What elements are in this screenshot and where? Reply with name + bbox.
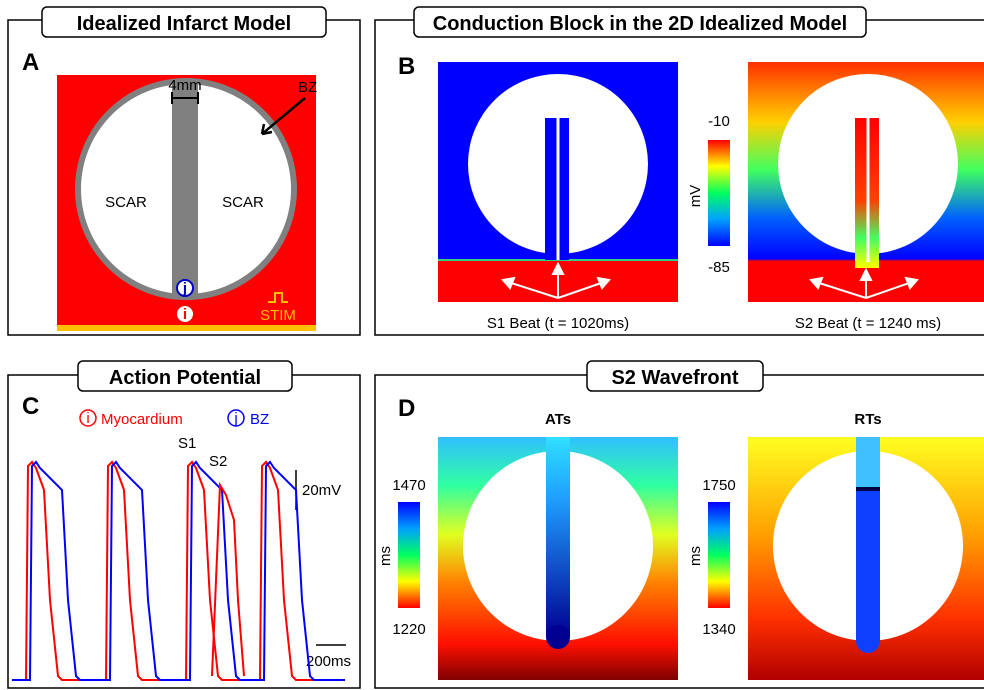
isthmus-end xyxy=(546,625,570,649)
title-box xyxy=(77,360,293,392)
bz-arrow xyxy=(260,97,306,136)
scale-label: 200ms xyxy=(306,653,351,670)
legend-marker xyxy=(79,409,97,427)
panel-title: Idealized Infarct Model xyxy=(77,13,291,35)
scar-label: SCAR xyxy=(222,194,264,211)
isthmus xyxy=(546,437,570,637)
panel-title: S2 Wavefront xyxy=(611,367,738,389)
isthmus-end xyxy=(856,629,880,653)
beat-label: S1 xyxy=(178,435,196,452)
marker-j-label: j xyxy=(182,280,187,297)
title-box xyxy=(41,6,327,38)
traces xyxy=(12,460,345,681)
colorbar-max: 1750 xyxy=(702,477,735,494)
colorbar xyxy=(398,502,420,608)
marker-i-label: i xyxy=(183,306,187,323)
width-label: 4mm xyxy=(168,77,201,94)
stim-electrode xyxy=(57,325,316,331)
bz-label: BZ xyxy=(298,79,317,96)
colorbar-max: -10 xyxy=(708,113,730,130)
arrows xyxy=(501,261,611,299)
panel-title: Action Potential xyxy=(109,367,261,389)
scar-label: SCAR xyxy=(105,194,147,211)
map-title: ATs xyxy=(545,411,571,428)
colorbar-max: 1470 xyxy=(392,477,425,494)
colorbar xyxy=(708,502,730,608)
colorbar-unit: mV xyxy=(687,185,704,208)
marker-i xyxy=(177,306,193,322)
stim-label: STIM xyxy=(260,307,296,324)
legend-marker xyxy=(227,409,245,427)
arrows xyxy=(809,267,919,299)
map-title: RTs xyxy=(854,411,881,428)
caption: S2 Beat (t = 1240 ms) xyxy=(795,315,941,332)
title-box xyxy=(413,6,867,38)
ap-trace xyxy=(12,460,345,681)
panel-letter: D xyxy=(398,395,415,422)
colorbar xyxy=(708,140,730,246)
panel-letter: B xyxy=(398,53,415,80)
colorbar-unit: ms xyxy=(687,546,704,566)
caption: S1 Beat (t = 1020ms) xyxy=(487,315,629,332)
isthmus xyxy=(172,82,198,296)
colorbar-unit: ms xyxy=(377,546,394,566)
legend-marker-label: j xyxy=(233,410,237,427)
title-box xyxy=(586,360,764,392)
scale-label: 20mV xyxy=(302,482,341,499)
panel-letter: C xyxy=(22,393,39,420)
width-marker xyxy=(171,92,199,104)
stim-icon xyxy=(268,292,288,303)
isthmus-top xyxy=(856,437,880,487)
colorbar-min: -85 xyxy=(708,259,730,276)
colorbar-min: 1220 xyxy=(392,621,425,638)
legend-marker-label: i xyxy=(86,410,89,427)
marker-j xyxy=(176,279,194,297)
wavefront xyxy=(856,487,880,491)
legend-label: Myocardium xyxy=(101,411,183,428)
panel-letter: A xyxy=(22,49,39,76)
beat-label: S2 xyxy=(209,453,227,470)
legend-label: BZ xyxy=(250,411,269,428)
panel-title: Conduction Block in the 2D Idealized Mod… xyxy=(433,13,847,35)
ap-trace xyxy=(211,481,245,677)
colorbar-min: 1340 xyxy=(702,621,735,638)
